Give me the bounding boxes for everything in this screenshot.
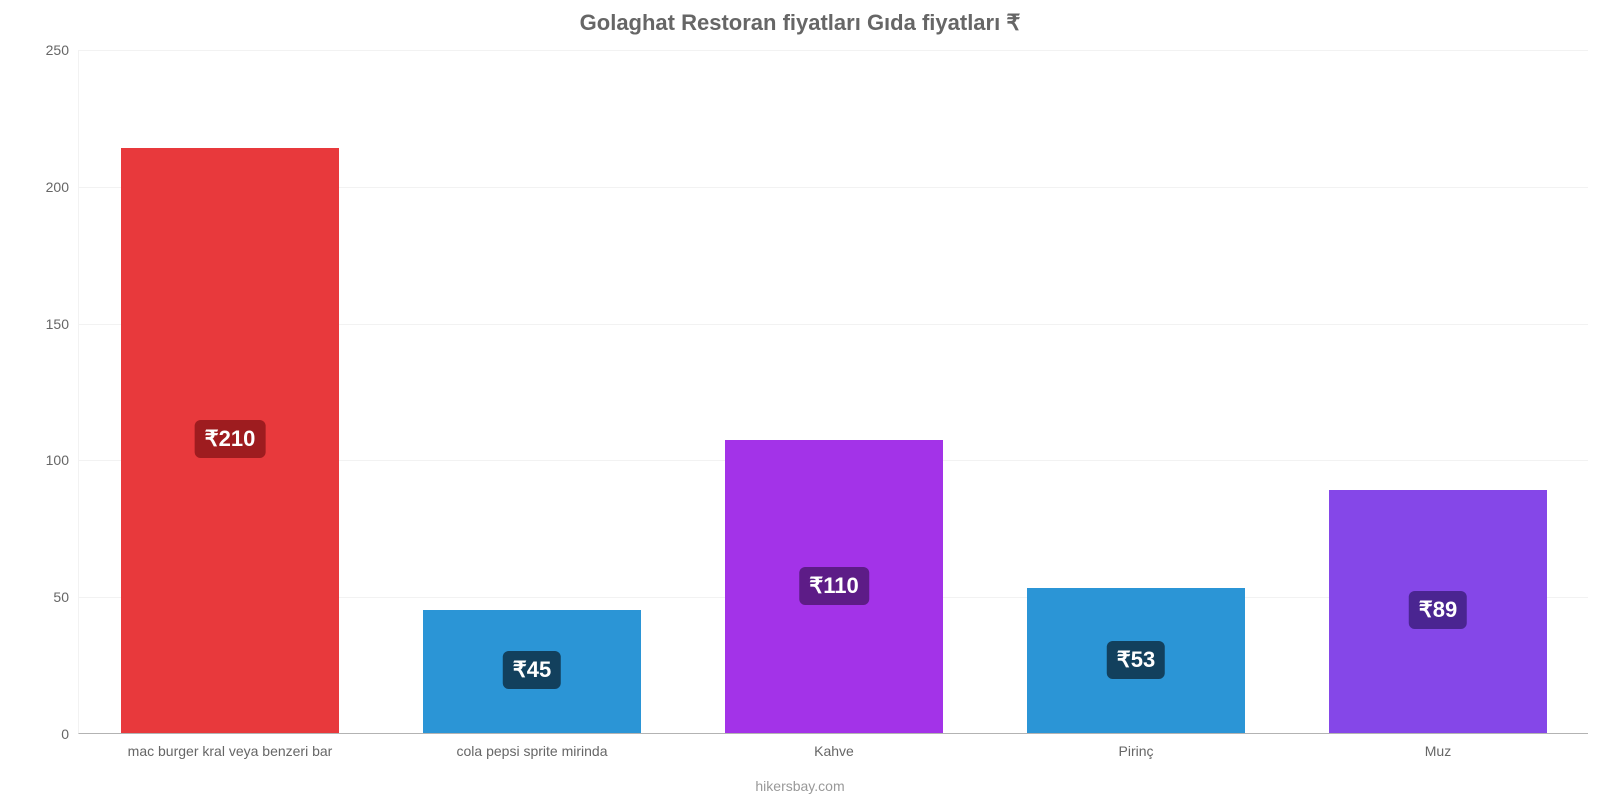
y-tick-label: 50	[53, 589, 79, 605]
x-tick-label: cola pepsi sprite mirinda	[457, 733, 608, 759]
x-tick-label: Pirinç	[1118, 733, 1153, 759]
y-tick-label: 0	[61, 726, 79, 742]
gridline	[79, 50, 1588, 51]
x-tick-label: Muz	[1425, 733, 1451, 759]
x-tick-label: mac burger kral veya benzeri bar	[128, 733, 333, 759]
chart-title: Golaghat Restoran fiyatları Gıda fiyatla…	[0, 10, 1600, 36]
bar-chart: Golaghat Restoran fiyatları Gıda fiyatla…	[0, 0, 1600, 800]
y-tick-label: 150	[46, 316, 79, 332]
bar-value-label: ₹53	[1107, 641, 1165, 679]
bar-value-label: ₹110	[799, 567, 869, 605]
y-tick-label: 100	[46, 452, 79, 468]
plot-area: 050100150200250mac burger kral veya benz…	[78, 50, 1588, 734]
bar-value-label: ₹210	[195, 420, 266, 458]
bar-value-label: ₹89	[1409, 591, 1467, 629]
chart-footer: hikersbay.com	[0, 778, 1600, 794]
y-tick-label: 200	[46, 179, 79, 195]
y-tick-label: 250	[46, 42, 79, 58]
bar-value-label: ₹45	[503, 651, 561, 689]
x-tick-label: Kahve	[814, 733, 854, 759]
